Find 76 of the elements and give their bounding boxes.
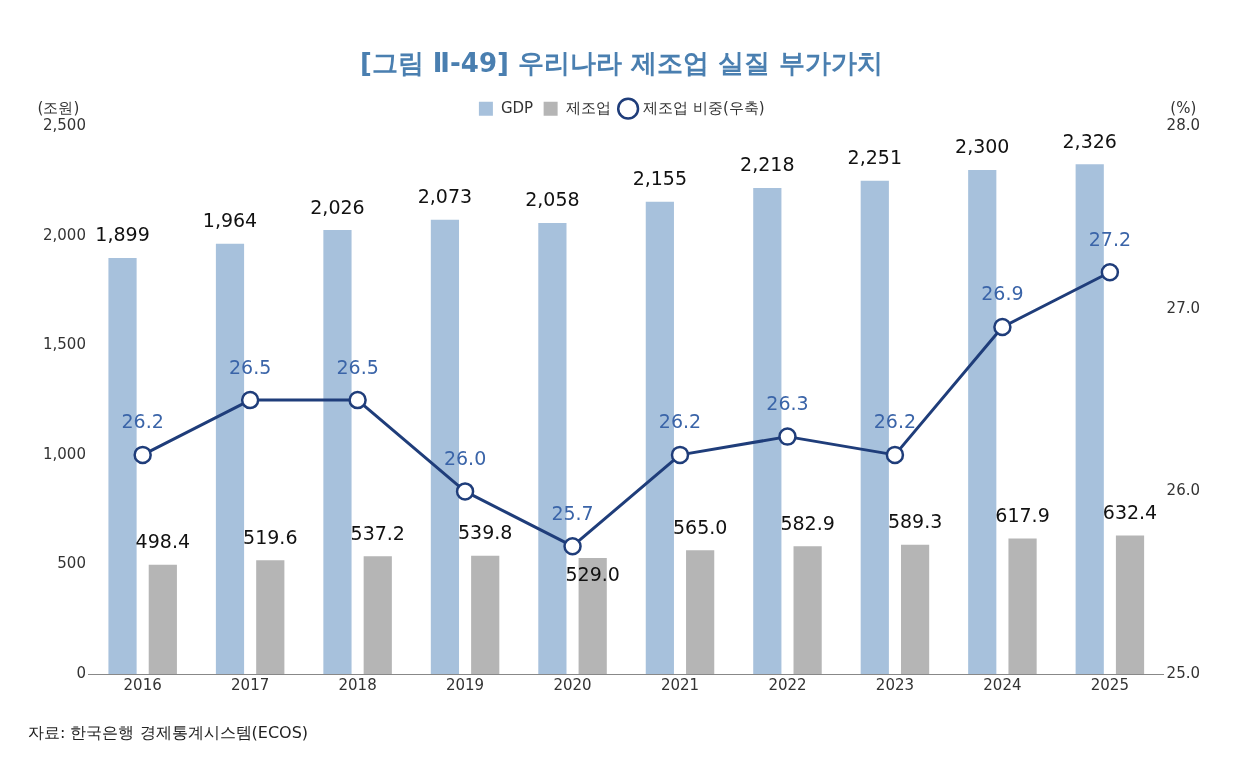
y-tick-label: 0 <box>76 663 86 682</box>
data-label: 1,964 <box>202 209 258 232</box>
data-label: 26.3 <box>766 392 809 415</box>
data-label: 519.6 <box>243 525 298 548</box>
bar <box>471 555 500 674</box>
data-label: 529.0 <box>565 562 620 585</box>
bar <box>256 560 285 674</box>
y-tick-label: 2,500 <box>42 116 86 135</box>
y-tick-label: 1,000 <box>42 444 86 463</box>
data-label: 2,251 <box>847 146 902 169</box>
point <box>348 390 367 410</box>
y2-tick-label: 25.0 <box>1166 663 1201 682</box>
data-label: 27.2 <box>1088 227 1132 250</box>
data-label: 2,300 <box>955 135 1010 158</box>
text: 자료: 한국은행 경제통계시스템(ECOS) <box>28 723 309 743</box>
point <box>455 482 475 501</box>
bar <box>686 550 715 674</box>
data-label: 2,058 <box>525 188 580 211</box>
data-label: 617.9 <box>995 504 1050 527</box>
point <box>1100 263 1120 282</box>
y-tick-label: 1,500 <box>42 335 86 354</box>
data-label: 582.9 <box>780 511 835 534</box>
legend-label: 제조업 <box>565 98 611 117</box>
bar <box>1115 535 1145 674</box>
bar <box>363 556 392 674</box>
data-label: 26.2 <box>873 410 917 433</box>
data-label: 26.2 <box>658 410 702 433</box>
data-label: 26.0 <box>443 446 487 469</box>
point <box>778 427 797 446</box>
y2-axis-title: (%) <box>1170 98 1197 117</box>
bar <box>1008 538 1037 674</box>
legend-label: 제조업 비중(우축) <box>643 98 765 117</box>
data-label: 26.5 <box>336 355 379 378</box>
y2-tick-label: 26.0 <box>1166 481 1201 500</box>
data-label: 537.2 <box>350 521 405 544</box>
data-label: 632.4 <box>1102 500 1158 523</box>
point <box>993 317 1012 337</box>
bar <box>900 544 930 674</box>
data-label: 539.8 <box>458 521 513 544</box>
x-tick-label: 2020 <box>553 675 592 694</box>
x-tick-label: 2024 <box>983 675 1022 694</box>
bar <box>148 564 177 674</box>
data-label: 498.4 <box>135 530 191 553</box>
data-label: 589.3 <box>887 510 943 533</box>
point <box>885 445 905 465</box>
data-label: 2,026 <box>310 195 365 218</box>
data-label: 2,326 <box>1062 129 1117 152</box>
data-label: 25.7 <box>551 501 594 524</box>
data-label: 2,155 <box>632 167 688 190</box>
y2-tick-label: 28.0 <box>1166 116 1201 135</box>
legend-label: GDP <box>500 98 534 117</box>
data-label: 565.0 <box>672 515 728 538</box>
y-axis-title: (조원) <box>37 98 80 117</box>
x-tick-label: 2019 <box>445 675 485 694</box>
data-label: 26.5 <box>228 355 272 378</box>
x-tick-label: 2021 <box>660 675 700 694</box>
point <box>133 445 152 465</box>
x-tick-label: 2022 <box>768 675 807 694</box>
y-tick-label: 2,000 <box>42 225 86 244</box>
point <box>563 536 582 556</box>
data-label: 1,899 <box>95 223 150 246</box>
data-label: 2,073 <box>417 185 473 208</box>
x-tick-label: 2016 <box>123 675 162 694</box>
x-tick-label: 2017 <box>231 675 270 694</box>
x-tick-label: 2025 <box>1090 675 1129 694</box>
point <box>670 445 690 465</box>
y-tick-label: 500 <box>57 554 86 573</box>
data-label: 26.2 <box>121 410 164 433</box>
point <box>240 390 260 410</box>
chart-title: [그림 Ⅱ-49] 우리나라 제조업 실질 부가가치 <box>359 48 884 79</box>
x-tick-label: 2023 <box>875 675 915 694</box>
data-label: 2,218 <box>740 153 795 176</box>
data-label: 26.9 <box>981 282 1024 305</box>
x-tick-label: 2018 <box>338 675 377 694</box>
y2-tick-label: 27.0 <box>1166 298 1201 317</box>
bar <box>793 546 822 674</box>
